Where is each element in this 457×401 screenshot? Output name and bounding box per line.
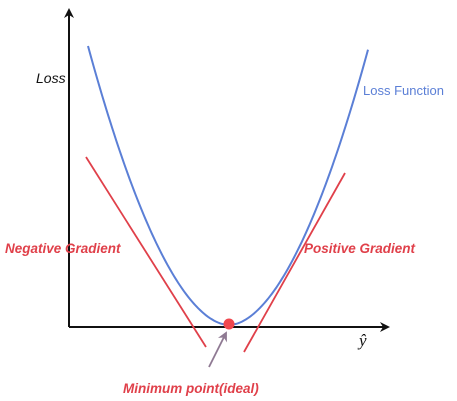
positive-gradient-label: Positive Gradient [304,241,416,256]
negative-gradient-label: Negative Gradient [5,241,121,256]
positive-gradient-line [243,172,346,353]
minimum-pointer-arrow [208,331,227,368]
loss-function-curve [87,45,369,326]
negative-gradient-line [85,156,207,348]
x-axis-label: ŷ [357,331,367,350]
minimum-point-label: Minimum point(ideal) [123,381,259,396]
minimum-point-marker [223,318,235,330]
loss-function-label: Loss Function [363,83,444,98]
y-axis-label: Loss [36,70,66,86]
